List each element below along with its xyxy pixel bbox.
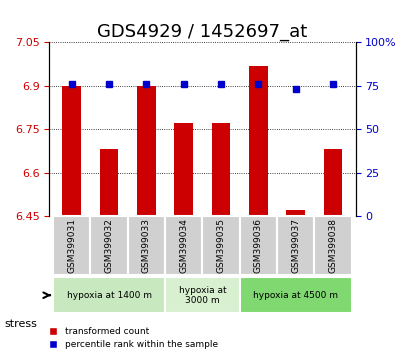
Text: GSM399038: GSM399038: [329, 218, 338, 273]
Bar: [137, 86, 156, 216]
Text: hypoxia at 1400 m: hypoxia at 1400 m: [67, 291, 152, 300]
FancyBboxPatch shape: [165, 216, 203, 275]
Text: GSM399034: GSM399034: [179, 218, 188, 273]
Text: GSM399031: GSM399031: [67, 218, 76, 273]
Bar: [249, 65, 268, 216]
Bar: [286, 210, 305, 216]
FancyBboxPatch shape: [314, 216, 352, 275]
Title: GDS4929 / 1452697_at: GDS4929 / 1452697_at: [97, 23, 308, 41]
FancyBboxPatch shape: [53, 278, 165, 313]
Bar: [175, 124, 193, 216]
Legend: transformed count, percentile rank within the sample: transformed count, percentile rank withi…: [44, 327, 218, 349]
FancyBboxPatch shape: [203, 216, 240, 275]
Text: hypoxia at
3000 m: hypoxia at 3000 m: [179, 286, 226, 305]
Text: GSM399032: GSM399032: [105, 218, 114, 273]
Text: hypoxia at 4500 m: hypoxia at 4500 m: [253, 291, 338, 300]
Bar: [212, 124, 230, 216]
Text: GSM399037: GSM399037: [291, 218, 300, 273]
Text: GSM399036: GSM399036: [254, 218, 263, 273]
Bar: [100, 149, 118, 216]
FancyBboxPatch shape: [90, 216, 128, 275]
Text: GSM399035: GSM399035: [216, 218, 226, 273]
FancyBboxPatch shape: [128, 216, 165, 275]
Bar: [324, 149, 342, 216]
Bar: [62, 86, 81, 216]
FancyBboxPatch shape: [277, 216, 314, 275]
FancyBboxPatch shape: [165, 278, 240, 313]
FancyBboxPatch shape: [240, 216, 277, 275]
Text: stress: stress: [4, 319, 37, 329]
FancyBboxPatch shape: [53, 216, 90, 275]
FancyBboxPatch shape: [240, 278, 352, 313]
Text: GSM399033: GSM399033: [142, 218, 151, 273]
